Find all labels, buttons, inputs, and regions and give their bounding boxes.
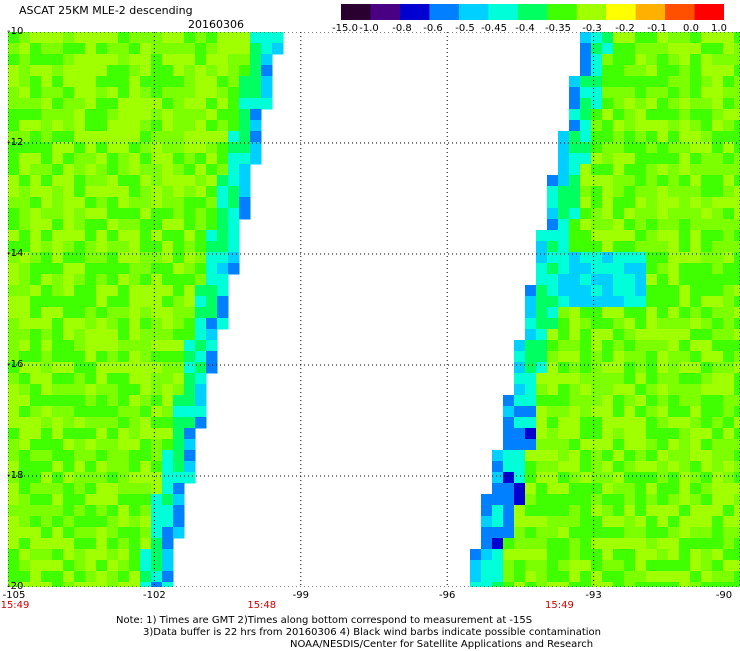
colorbar-swatch xyxy=(606,4,637,20)
longitude-label: -90 xyxy=(715,590,733,601)
latitude-label: -20 xyxy=(7,581,24,592)
latitude-label: -12 xyxy=(7,137,24,148)
colorbar-swatch xyxy=(635,4,666,20)
latitude-label: -18 xyxy=(7,470,24,481)
longitude-label: -93 xyxy=(585,590,602,601)
colorbar-swatch xyxy=(341,4,371,20)
time-label: 15:49 xyxy=(545,600,574,611)
note-line-2: 3)Data buffer is 22 hrs from 20160306 4)… xyxy=(143,627,601,638)
colorbar-swatch xyxy=(694,4,724,20)
colorbar-label: 0.0 xyxy=(683,23,699,34)
time-label: 15:48 xyxy=(247,600,277,611)
colorbar-label: -0.3 xyxy=(582,23,602,34)
colorbar-label: 1.0 xyxy=(711,23,727,34)
longitude-label: -105 xyxy=(2,590,26,601)
colorbar-swatch xyxy=(517,4,548,20)
longitude-label: -99 xyxy=(292,590,309,601)
product-date: 20160306 xyxy=(188,18,244,31)
colorbar-label: -1.0 xyxy=(359,23,379,34)
latitude-label: -16 xyxy=(7,359,24,370)
time-label: 15:49 xyxy=(0,600,30,611)
product-title: ASCAT 25KM MLE-2 descending xyxy=(19,4,193,17)
colorbar-label: -0.35 xyxy=(545,23,571,34)
colorbar-swatch xyxy=(576,4,607,20)
colorbar-label: -15.0 xyxy=(332,23,358,34)
colorbar-label: -0.6 xyxy=(423,23,443,34)
colorbar-labels: -15.0 -1.0 -0.8 -0.6 -0.5 -0.45 -0.4 -0.35 -0.3 -… xyxy=(320,23,740,37)
colorbar-label: -0.4 xyxy=(515,23,535,34)
colorbar-swatch xyxy=(429,4,460,20)
colorbar-label: -0.2 xyxy=(615,23,635,34)
colorbar-label: -0.8 xyxy=(392,23,412,34)
colorbar-label: -0.1 xyxy=(647,23,667,34)
colorbar-swatch xyxy=(399,4,430,20)
colorbar-swatch xyxy=(458,4,489,20)
colorbar-swatch xyxy=(665,4,696,20)
latitude-label: -10 xyxy=(7,26,24,37)
swath-cells xyxy=(8,32,740,587)
colorbar-label: -0.5 xyxy=(455,23,475,34)
longitude-label: -96 xyxy=(439,590,456,601)
colorbar-swatch xyxy=(547,4,578,20)
note-line-1: Note: 1) Times are GMT 2)Times along bot… xyxy=(116,615,533,626)
colorbar-label: -0.45 xyxy=(481,23,507,34)
note-line-3: NOAA/NESDIS/Center for Satellite Applica… xyxy=(290,639,594,650)
colorbar-swatch xyxy=(488,4,519,20)
swath-map xyxy=(8,32,740,587)
colorbar-swatch xyxy=(370,4,401,20)
colorbar xyxy=(341,4,724,20)
longitude-label: -102 xyxy=(143,590,166,601)
latitude-label: -14 xyxy=(7,248,24,259)
